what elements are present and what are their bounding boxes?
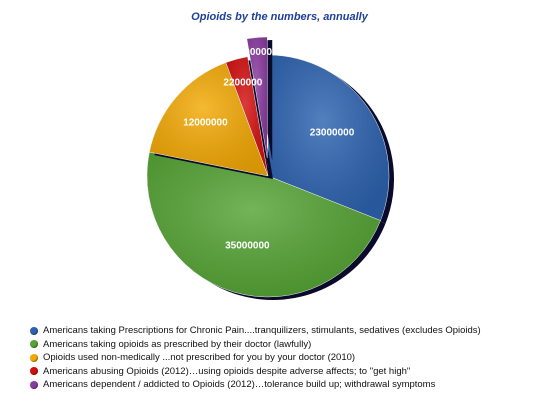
legend-label-abusing: Americans abusing Opioids (2012)…using o… — [43, 365, 411, 377]
slice-value-label-abusing: 2200000 — [223, 78, 262, 89]
legend-entry-abusing: Americans abusing Opioids (2012)…using o… — [30, 365, 555, 378]
legend-swatch-abusing — [30, 367, 38, 375]
legend-label-dependent: Americans dependent / addicted to Opioid… — [43, 379, 436, 390]
legend-entry-dependent: Americans dependent / addicted to Opioid… — [30, 378, 555, 391]
legend-entry-lawful-opioids: Americans taking opioids as prescribed b… — [30, 338, 555, 351]
legend-swatch-dependent — [30, 380, 38, 389]
pie-slice-highlight — [149, 62, 268, 176]
pie-slice-highlight — [147, 152, 381, 297]
chart-title: Opioids by the numbers, annually — [191, 11, 368, 23]
legend-entry-non-medical: Opioids used non-medically ...not prescr… — [30, 351, 555, 364]
slice-value-label-non-medical: 12000000 — [183, 118, 228, 129]
pie-slice-highlight — [225, 56, 268, 177]
slice-value-label-chronic-pain: 23000000 — [310, 127, 355, 138]
legend-swatch-chronic-pain — [30, 326, 38, 335]
pie-slice-highlight — [246, 37, 268, 159]
slice-value-label-dependent: 2000000 — [239, 47, 278, 58]
legend-swatch-non-medical — [30, 353, 38, 362]
pie-slice-highlight — [268, 55, 390, 221]
legend-label-non-medical: Opioids used non-medically ...not prescr… — [43, 352, 356, 363]
slice-value-label-lawful-opioids: 35000000 — [225, 241, 270, 252]
legend-entry-chronic-pain: Americans taking Prescriptions for Chron… — [30, 324, 555, 337]
legend: Americans taking Prescriptions for Chron… — [30, 324, 555, 392]
legend-swatch-lawful-opioids — [30, 340, 38, 348]
legend-label-chronic-pain: Americans taking Prescriptions for Chron… — [43, 325, 481, 336]
legend-label-lawful-opioids: Americans taking opioids as prescribed b… — [43, 338, 312, 350]
